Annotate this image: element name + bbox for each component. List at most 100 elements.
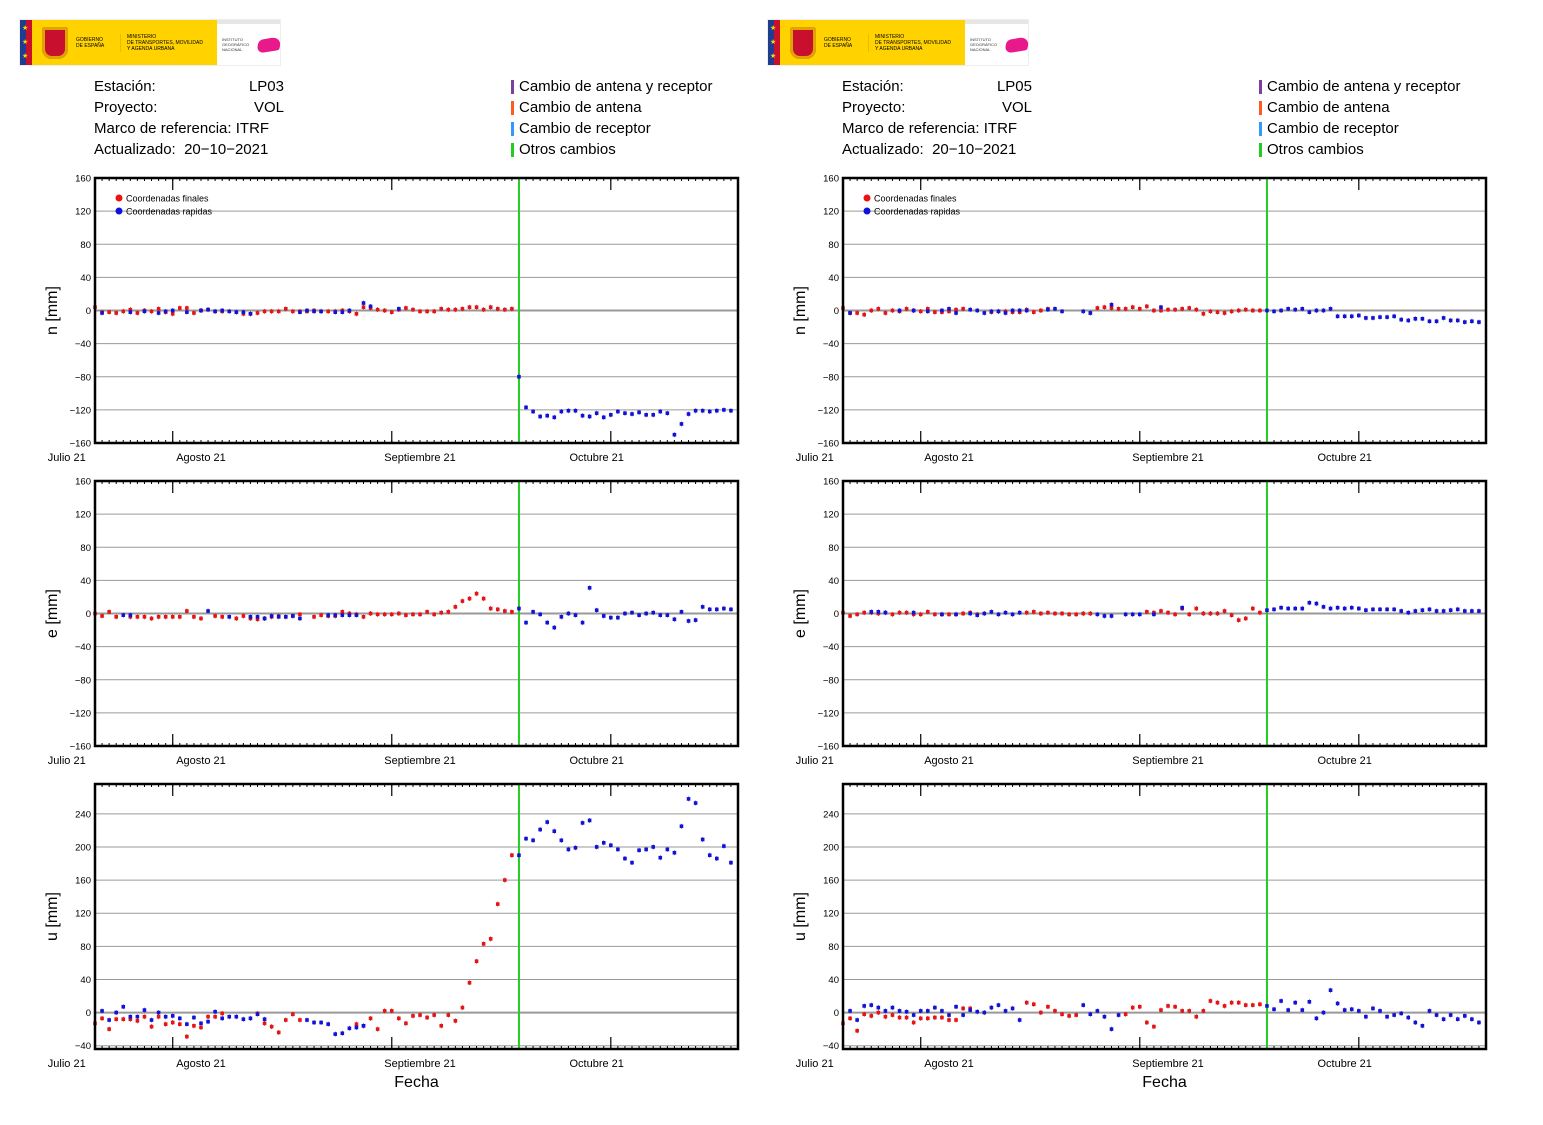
data-point	[354, 312, 359, 316]
y-tick-label: 120	[823, 909, 839, 920]
y-tick-label: 40	[80, 576, 91, 587]
data-point	[925, 1016, 930, 1021]
x-month-label: Julio 21	[796, 452, 834, 464]
data-point	[1180, 307, 1184, 311]
data-point	[729, 607, 733, 612]
data-point	[1279, 999, 1283, 1003]
legend-label: Cambio de receptor	[1267, 120, 1399, 137]
data-point	[1081, 611, 1086, 616]
data-point	[135, 1014, 140, 1019]
data-point	[869, 1003, 874, 1007]
y-tick-label: 80	[80, 240, 91, 251]
logo-text: Y AGENDA URBANA	[875, 45, 923, 52]
data-point	[1137, 307, 1142, 311]
data-point	[305, 1018, 309, 1022]
data-point	[989, 1005, 994, 1010]
data-point	[1060, 309, 1064, 314]
data-point	[1102, 614, 1107, 618]
y-tick-label: 0	[834, 609, 839, 620]
data-point	[1413, 316, 1418, 321]
y-tick-label: −40	[75, 642, 91, 653]
data-point	[269, 309, 274, 314]
data-point	[975, 1009, 980, 1014]
data-point	[220, 1016, 224, 1021]
data-point	[601, 840, 606, 845]
data-point	[573, 408, 578, 413]
data-point	[135, 1019, 140, 1023]
data-point	[637, 848, 641, 853]
data-point	[982, 311, 987, 315]
y-tick-label: −40	[823, 1041, 839, 1052]
project-value: VOL	[1001, 99, 1032, 116]
data-point	[276, 1030, 281, 1035]
data-point	[319, 309, 323, 314]
data-point	[1039, 308, 1043, 313]
y-tick-label: −80	[75, 675, 91, 686]
data-point	[1300, 606, 1305, 611]
data-point	[1102, 305, 1107, 309]
y-tick-label: 80	[828, 240, 839, 251]
data-point	[1399, 609, 1404, 613]
data-point	[1272, 607, 1276, 612]
data-point	[672, 850, 677, 855]
data-point	[961, 611, 965, 616]
data-point	[121, 1004, 126, 1009]
data-point	[1074, 612, 1078, 617]
data-point	[1236, 1000, 1241, 1005]
y-tick-label: −120	[818, 708, 839, 719]
data-point	[1406, 1015, 1411, 1020]
data-point	[1342, 314, 1347, 319]
data-point	[876, 1005, 881, 1010]
data-point	[481, 307, 486, 312]
data-point	[996, 309, 1001, 314]
y-tick-label: 0	[86, 306, 91, 317]
data-point	[234, 310, 239, 314]
data-point	[538, 827, 542, 832]
data-point	[432, 1013, 436, 1017]
data-point	[954, 307, 958, 312]
data-point	[1166, 1004, 1170, 1008]
data-point	[855, 612, 859, 617]
data-point	[566, 847, 571, 852]
data-point	[283, 307, 288, 311]
data-point	[1046, 1004, 1050, 1009]
data-point	[368, 304, 373, 309]
frame-label: Marco de referencia:	[842, 120, 980, 137]
x-month-label: Julio 21	[48, 452, 86, 464]
data-point	[453, 307, 458, 312]
data-point	[128, 1014, 133, 1019]
data-point	[587, 586, 592, 590]
plot-frame	[93, 479, 740, 748]
data-point	[587, 414, 592, 419]
data-point	[1455, 318, 1460, 323]
data-point	[347, 613, 352, 617]
data-point	[1187, 1009, 1192, 1013]
data-point	[918, 309, 923, 314]
data-point	[177, 1022, 182, 1026]
data-point	[333, 613, 338, 617]
data-point	[446, 307, 451, 312]
data-point	[1010, 308, 1015, 313]
frame-value: ITRF	[983, 120, 1018, 137]
data-point	[467, 305, 472, 309]
data-point	[1145, 304, 1149, 309]
panel-lp03: ★ ★ ★ GOBIERNO DE ESPAÑA MINISTERIO DE TRANS…	[0, 0, 760, 1125]
data-point	[1095, 1009, 1100, 1013]
x-month-label: Julio 21	[48, 755, 86, 767]
legend-label: Cambio de antena	[1267, 99, 1390, 116]
data-point	[855, 1028, 859, 1033]
data-point	[220, 308, 224, 313]
legend-marker-icon	[863, 194, 871, 202]
data-point	[1357, 1009, 1361, 1013]
data-point	[1342, 1008, 1347, 1012]
data-point	[340, 1031, 345, 1036]
y-axis-label: e [mm]	[792, 589, 809, 638]
data-point	[142, 1008, 147, 1012]
data-point	[897, 1015, 902, 1020]
data-point	[897, 610, 902, 615]
data-point	[876, 610, 881, 614]
data-point	[1003, 311, 1008, 315]
data-point	[1378, 315, 1382, 319]
data-point	[446, 610, 451, 614]
data-point	[1208, 999, 1213, 1003]
